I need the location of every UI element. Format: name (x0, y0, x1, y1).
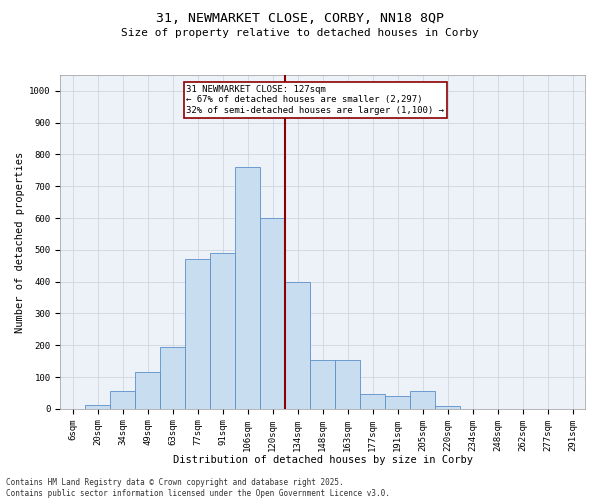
Bar (210, 253, 235, 409)
Bar (136, 372, 160, 409)
Bar (235, 167, 260, 409)
Bar (435, 406, 460, 409)
Bar (85, 405, 110, 409)
Bar (285, 282, 310, 409)
Bar (410, 392, 435, 409)
Text: 31 NEWMARKET CLOSE: 127sqm
← 67% of detached houses are smaller (2,297)
32% of s: 31 NEWMARKET CLOSE: 127sqm ← 67% of deta… (186, 85, 444, 115)
Text: Contains HM Land Registry data © Crown copyright and database right 2025.
Contai: Contains HM Land Registry data © Crown c… (6, 478, 390, 498)
Bar (110, 392, 136, 409)
X-axis label: Distribution of detached houses by size in Corby: Distribution of detached houses by size … (173, 455, 473, 465)
Y-axis label: Number of detached properties: Number of detached properties (15, 152, 25, 332)
Bar (385, 396, 410, 409)
Bar (310, 360, 335, 409)
Text: Size of property relative to detached houses in Corby: Size of property relative to detached ho… (121, 28, 479, 38)
Bar (160, 347, 185, 409)
Bar (185, 260, 210, 409)
Bar (360, 394, 385, 409)
Text: 31, NEWMARKET CLOSE, CORBY, NN18 8QP: 31, NEWMARKET CLOSE, CORBY, NN18 8QP (156, 12, 444, 26)
Bar (335, 360, 360, 409)
Bar (260, 218, 285, 409)
